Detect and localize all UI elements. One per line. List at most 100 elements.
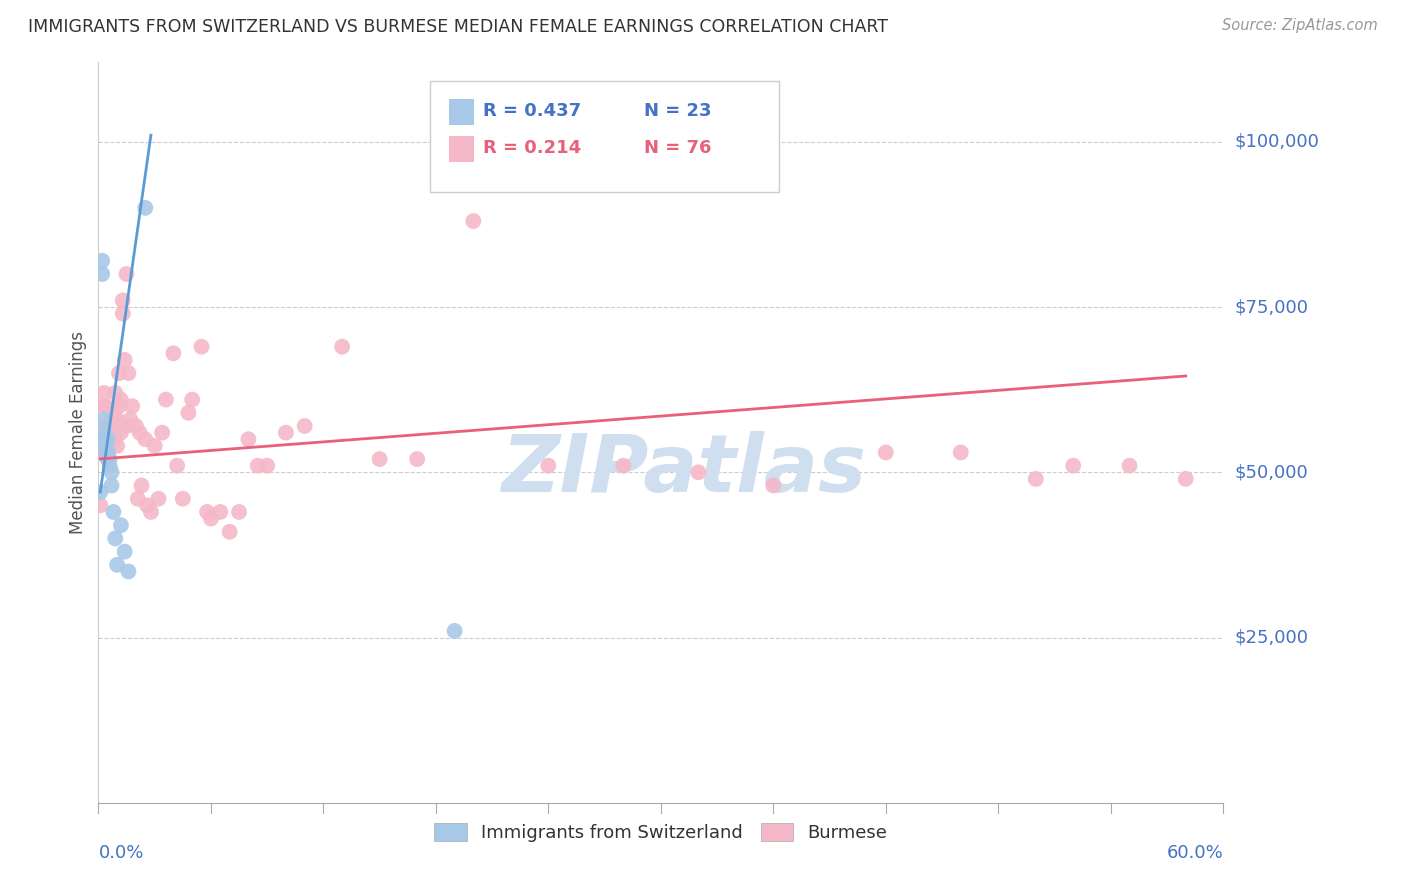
Point — [97, 445, 120, 459]
Point — [114, 544, 136, 558]
Text: N = 76: N = 76 — [644, 138, 711, 157]
Point — [103, 406, 125, 420]
Point — [256, 458, 278, 473]
Y-axis label: Median Female Earnings: Median Female Earnings — [69, 331, 87, 534]
Point — [111, 307, 134, 321]
Point — [115, 267, 138, 281]
Text: N = 23: N = 23 — [644, 102, 711, 120]
Point — [139, 505, 162, 519]
FancyBboxPatch shape — [450, 99, 474, 126]
Point — [100, 412, 122, 426]
Point — [105, 412, 128, 426]
FancyBboxPatch shape — [430, 81, 779, 192]
Point — [1118, 458, 1140, 473]
Point — [100, 465, 122, 479]
Point — [134, 432, 156, 446]
Point — [100, 432, 122, 446]
Text: 60.0%: 60.0% — [1167, 845, 1223, 863]
Point — [110, 425, 132, 440]
Point — [103, 425, 125, 440]
Point — [172, 491, 194, 506]
Point — [93, 425, 115, 440]
Point — [110, 518, 132, 533]
Text: Source: ZipAtlas.com: Source: ZipAtlas.com — [1222, 18, 1378, 33]
Point — [94, 445, 117, 459]
Point — [131, 478, 153, 492]
Point — [91, 445, 114, 459]
Point — [238, 432, 260, 446]
Point — [688, 465, 710, 479]
Point — [155, 392, 177, 407]
Point — [93, 386, 115, 401]
Point — [406, 452, 429, 467]
Text: 0.0%: 0.0% — [98, 845, 143, 863]
Point — [612, 458, 634, 473]
Point — [125, 419, 148, 434]
Text: $25,000: $25,000 — [1234, 629, 1309, 647]
Point — [274, 425, 297, 440]
Text: R = 0.214: R = 0.214 — [484, 138, 581, 157]
Point — [91, 419, 114, 434]
Point — [195, 505, 218, 519]
Point — [537, 458, 560, 473]
Point — [127, 491, 149, 506]
Point — [209, 505, 232, 519]
Point — [93, 399, 115, 413]
Point — [134, 201, 156, 215]
Point — [103, 505, 125, 519]
Point — [177, 406, 200, 420]
Point — [91, 267, 114, 281]
Point — [104, 412, 127, 426]
Point — [93, 432, 115, 446]
Point — [94, 399, 117, 413]
Point — [104, 432, 127, 446]
Point — [93, 412, 115, 426]
Point — [89, 499, 111, 513]
Point — [1174, 472, 1197, 486]
Point — [200, 511, 222, 525]
Point — [1062, 458, 1084, 473]
Point — [97, 452, 120, 467]
Point — [98, 452, 121, 467]
Point — [246, 458, 269, 473]
Point — [1025, 472, 1047, 486]
Point — [443, 624, 465, 638]
Point — [875, 445, 897, 459]
Point — [97, 432, 120, 446]
Point — [94, 439, 117, 453]
Point — [93, 432, 115, 446]
Text: ZIPatlas: ZIPatlas — [501, 431, 866, 508]
Point — [181, 392, 204, 407]
Point — [104, 532, 127, 546]
Point — [166, 458, 188, 473]
Point — [143, 439, 166, 453]
Point — [762, 478, 785, 492]
Point — [121, 399, 143, 413]
Point — [94, 419, 117, 434]
Point — [105, 558, 128, 572]
Text: $100,000: $100,000 — [1234, 133, 1319, 151]
Point — [120, 412, 142, 426]
Point — [148, 491, 170, 506]
Point — [294, 419, 316, 434]
Point — [117, 565, 139, 579]
Point — [97, 432, 120, 446]
Point — [218, 524, 240, 539]
Point — [150, 425, 173, 440]
Point — [228, 505, 250, 519]
Point — [108, 366, 131, 380]
Point — [368, 452, 391, 467]
Point — [104, 386, 127, 401]
Point — [91, 253, 114, 268]
Point — [100, 478, 122, 492]
Point — [190, 340, 212, 354]
FancyBboxPatch shape — [450, 136, 474, 162]
Point — [111, 293, 134, 308]
Point — [162, 346, 184, 360]
Legend: Immigrants from Switzerland, Burmese: Immigrants from Switzerland, Burmese — [427, 816, 894, 849]
Point — [110, 392, 132, 407]
Point — [105, 439, 128, 453]
Point — [117, 366, 139, 380]
Text: $75,000: $75,000 — [1234, 298, 1309, 316]
Point — [97, 419, 120, 434]
